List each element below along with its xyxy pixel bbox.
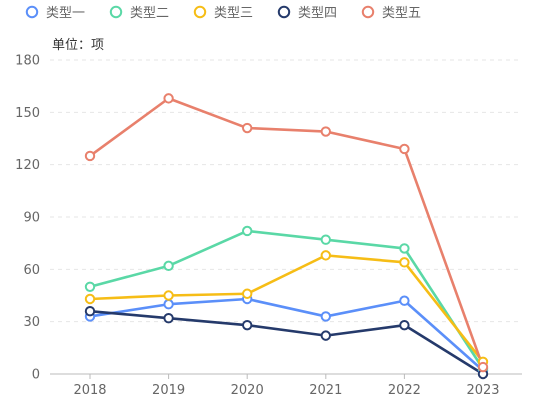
legend-label: 类型五 <box>382 6 421 21</box>
series-2-point-2022 <box>399 243 410 254</box>
series-2-point-2019 <box>163 260 174 272</box>
grid <box>50 59 522 323</box>
legend-marker-icon <box>25 5 39 19</box>
x-axis-tick-label: 2018 <box>73 383 106 398</box>
legend-item-4[interactable]: 类型四 <box>277 5 337 21</box>
legend-item-1[interactable]: 类型一 <box>25 5 85 21</box>
series-line-1 <box>88 297 485 372</box>
legend-marker-icon <box>193 5 207 19</box>
y-axis-tick-label: 90 <box>23 211 40 226</box>
series-line-4 <box>88 309 485 376</box>
series-3-point-2020 <box>242 288 253 299</box>
series-5-point-2018 <box>84 150 96 162</box>
x-axis-tick-label: 2022 <box>388 383 421 398</box>
series-lines <box>88 97 485 376</box>
y-axis-tick-label: 30 <box>23 315 40 330</box>
series-2-point-2021 <box>320 234 331 245</box>
x-axis-tick-label: 2020 <box>231 383 264 398</box>
series-4-point-2021 <box>320 330 331 341</box>
legend-label: 类型三 <box>214 6 253 21</box>
series-4-point-2022 <box>399 319 410 331</box>
series-line-3 <box>88 254 485 364</box>
series-1-point-2021 <box>320 311 331 322</box>
x-axis-tick-label: 2023 <box>466 383 499 398</box>
legend-marker-icon <box>361 5 375 19</box>
series-5-point-2021 <box>320 126 331 137</box>
legend-item-3[interactable]: 类型三 <box>193 5 253 21</box>
legend-item-2[interactable]: 类型二 <box>109 5 169 21</box>
series-5-point-2023 <box>477 361 489 373</box>
series-5-point-2022 <box>399 143 410 155</box>
series-1-point-2022 <box>399 295 410 306</box>
x-axis-tick-label: 2019 <box>152 383 185 398</box>
axes: 0 30 60 90 120 150 180 2018 2019 2020 2021 2022 2023 <box>15 54 522 398</box>
series-3-point-2019 <box>163 290 174 301</box>
legend-item-5[interactable]: 类型五 <box>361 5 421 21</box>
legend-marker-icon <box>277 5 291 19</box>
y-axis-tick-label: 0 <box>32 368 40 383</box>
series-2-point-2020 <box>242 225 253 237</box>
series-5-point-2019 <box>163 93 174 104</box>
series-4-point-2018 <box>84 306 96 317</box>
series-1-point-2019 <box>163 299 174 310</box>
y-axis-tick-label: 120 <box>15 158 40 173</box>
series-4-point-2019 <box>163 312 174 324</box>
legend-label: 类型二 <box>130 6 169 21</box>
x-axis-tick-label: 2021 <box>309 383 342 398</box>
series-line-5 <box>88 97 485 369</box>
unit-label: 单位：项 <box>52 38 104 53</box>
series-2-point-2018 <box>84 281 96 292</box>
series-4-point-2020 <box>242 319 253 331</box>
legend-marker-icon <box>109 5 123 19</box>
y-axis-tick-label: 60 <box>23 263 40 278</box>
y-axis-tick-label: 180 <box>15 54 40 69</box>
series-3-point-2018 <box>84 293 96 305</box>
series-5-point-2020 <box>242 122 253 134</box>
legend-label: 类型四 <box>298 6 337 21</box>
legend-label: 类型一 <box>46 6 85 21</box>
y-axis-tick-label: 150 <box>15 106 40 121</box>
series-3-point-2021 <box>320 250 331 261</box>
legend: 类型一 类型二 类型三 类型四 类型五 <box>25 5 421 21</box>
series-line-2 <box>88 229 485 371</box>
series-3-point-2022 <box>399 257 410 268</box>
series-points <box>84 93 489 380</box>
